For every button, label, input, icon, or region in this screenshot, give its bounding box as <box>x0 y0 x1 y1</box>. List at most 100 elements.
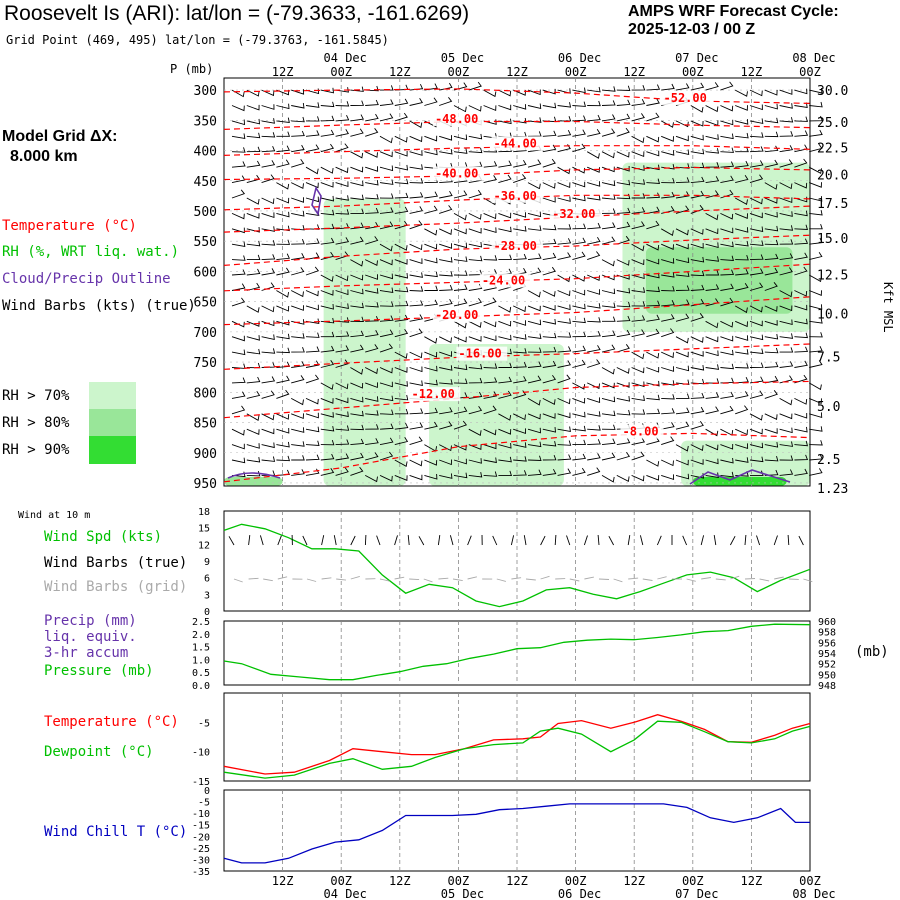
wind-barb <box>705 242 719 248</box>
wind-barb <box>646 351 660 359</box>
wind-barb <box>468 255 483 262</box>
wind-barb <box>350 466 364 476</box>
wind-barb <box>601 475 615 483</box>
wind-barb-true <box>492 535 498 546</box>
pressure-right-tick: 952 <box>818 660 836 671</box>
wind-barb <box>587 251 601 261</box>
rh-region-rh70 <box>323 198 406 486</box>
wind-barb <box>276 197 290 204</box>
isotherm-label: -12.00 <box>412 387 455 401</box>
wind-barb <box>453 320 467 329</box>
wind-barb <box>394 135 408 143</box>
wind-barb <box>661 314 675 322</box>
wind-barb <box>794 238 809 245</box>
wind-barb <box>764 361 779 368</box>
wind-barb <box>483 335 497 342</box>
wind-barb-true <box>364 534 367 546</box>
wind-barb <box>542 375 557 384</box>
wind-barb <box>468 212 482 220</box>
wind-barb <box>764 197 778 204</box>
wind-barb <box>320 274 334 282</box>
wind-barb <box>439 284 453 291</box>
wind-barb <box>483 443 497 450</box>
wind-barb <box>557 130 572 137</box>
pressure-right-tick: 958 <box>818 628 836 639</box>
wind-barb-true <box>302 535 308 546</box>
wind-barb <box>794 130 809 137</box>
wind-barb <box>335 87 349 93</box>
wind-barb <box>276 103 290 110</box>
wind-barb <box>276 333 290 340</box>
wind-barb <box>365 236 379 245</box>
time-tick-bottom: 12Z <box>741 874 763 888</box>
wind-barb-true <box>787 534 790 546</box>
wind-barb <box>646 150 660 157</box>
wind-barb <box>305 454 320 461</box>
wind-barb-grid <box>394 576 405 580</box>
wind-barb <box>483 297 497 307</box>
time-tick-top: 00Z <box>799 65 821 79</box>
wind-barb <box>616 259 630 266</box>
wind-barb <box>749 442 764 449</box>
isotherm-label-bg <box>432 166 484 181</box>
wind-barb <box>720 227 734 234</box>
wind-barb <box>631 207 646 214</box>
wind-barb <box>705 190 719 199</box>
wind-barb <box>557 238 572 245</box>
wind-barb <box>705 213 719 221</box>
wind-barb <box>365 166 379 172</box>
wind-barb <box>690 148 705 155</box>
wind-barb <box>305 182 319 189</box>
wind-barb <box>749 197 763 205</box>
wind-barb <box>705 148 720 154</box>
wind-tick-label: 12 <box>198 540 210 551</box>
wind-barb <box>675 257 690 264</box>
time-axis: 12Z 12Z 00Z 00Z 12Z 12Z 00Z 00Z 12Z 12Z 00Z 00Z 12Z 1… <box>272 51 836 900</box>
wind-barb <box>661 135 674 142</box>
wind-barb <box>572 115 587 122</box>
wind-barb <box>394 206 409 214</box>
wind-barb <box>409 300 424 307</box>
wind-barb <box>764 305 778 312</box>
wind-barb <box>409 192 424 199</box>
isotherm-label-bg <box>456 346 508 361</box>
wind-barb <box>424 228 438 236</box>
wind-barb <box>646 314 660 322</box>
wind-barb <box>424 365 438 372</box>
wind-barb <box>468 228 482 234</box>
wind-barb <box>557 454 572 461</box>
wind-barb <box>720 335 734 342</box>
wind-barb <box>616 474 630 482</box>
wind-barb <box>557 252 572 261</box>
wind-barb <box>809 440 823 446</box>
wind-barb <box>601 166 615 173</box>
wind-barb <box>364 475 378 483</box>
wind-barb <box>616 151 630 158</box>
wind-barb <box>453 228 467 235</box>
wind-barb <box>764 131 779 138</box>
wind-barb <box>542 130 557 137</box>
wind-barb <box>587 453 601 461</box>
wind-barb <box>276 253 290 261</box>
wind-barb <box>424 299 438 307</box>
wind-barb <box>246 457 261 463</box>
wind-barb <box>409 474 423 481</box>
wind-barb <box>690 406 705 415</box>
wind-barb <box>735 227 749 233</box>
wind-barb <box>616 367 630 374</box>
wind-barb <box>231 161 246 168</box>
wind-barb <box>291 116 305 123</box>
wind-barb <box>439 473 453 479</box>
wind-barb <box>335 101 350 107</box>
wind-barb <box>291 182 304 189</box>
wind-barb-true <box>228 536 235 546</box>
wind-barb <box>542 116 557 123</box>
wind-barb-true <box>730 535 736 546</box>
wind-barb <box>675 228 689 236</box>
wind-barb <box>468 377 483 384</box>
wind-barb <box>720 443 734 450</box>
wind-barbs-grid-label: Wind Barbs (grid) <box>44 579 188 595</box>
legend-rh80-swatch <box>89 409 136 436</box>
wind-barb <box>320 468 335 476</box>
pressure-tick-label: 900 <box>194 447 217 462</box>
